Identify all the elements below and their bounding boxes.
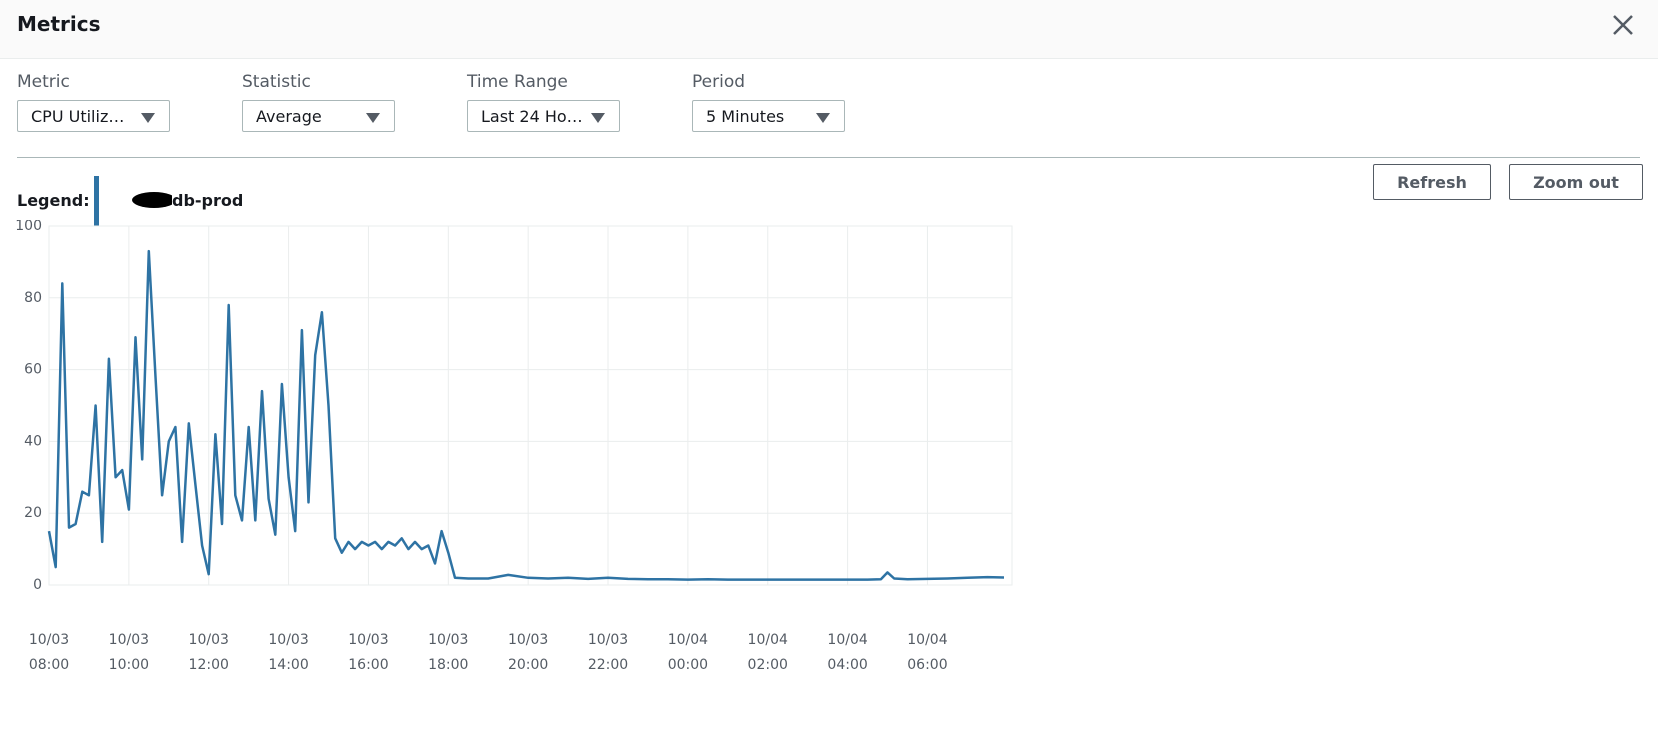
- x-tick-label: 10/03 14:00: [268, 632, 309, 673]
- dropdown-select[interactable]: CPU Utiliz…: [17, 100, 170, 132]
- dropdown-arrow: [591, 113, 605, 123]
- x-tick-label: 10/04 04:00: [827, 632, 868, 673]
- legend-color: [94, 176, 99, 226]
- x-tick-label: 10/03 10:00: [108, 632, 150, 673]
- dropdown-label: Period: [692, 72, 746, 92]
- legend-swatch: [94, 176, 172, 226]
- y-tick-label: 80: [24, 290, 42, 306]
- dropdown-label: Metric: [17, 72, 70, 92]
- dropdown-value: Last 24 Ho…: [481, 107, 583, 126]
- dropdown: Time Range Last 24 Ho…: [467, 72, 620, 132]
- y-tick-label: 20: [24, 505, 42, 521]
- header: Metrics: [0, 0, 1658, 59]
- legend-label: Legend:: [17, 191, 90, 210]
- modal-title: Metrics: [17, 12, 101, 36]
- x-tick-label: 10/03 08:00: [28, 632, 70, 673]
- separator: [17, 157, 1640, 158]
- redaction: [132, 192, 172, 208]
- dropdown-arrow: [141, 113, 155, 123]
- x-tick-label: 10/03 16:00: [348, 632, 389, 673]
- dropdown-select[interactable]: 5 Minutes: [692, 100, 845, 132]
- y-tick-label: 0: [33, 577, 42, 593]
- x-tick-label: 10/03 12:00: [188, 632, 229, 673]
- dropdown-select[interactable]: Average: [242, 100, 395, 132]
- x-tick-label: 10/03 22:00: [587, 632, 629, 673]
- dropdown: Period 5 Minutes: [692, 72, 845, 132]
- dropdown-arrow: [366, 113, 380, 123]
- dropdown-arrow: [816, 113, 830, 123]
- dropdown-value: Average: [256, 107, 322, 126]
- x-tick-label: 10/04 06:00: [907, 632, 948, 673]
- x-tick-label: 10/03 18:00: [428, 632, 469, 673]
- chart: 0 20 40 60 80 100: [15, 220, 1013, 593]
- dropdown: Metric CPU Utiliz…: [17, 72, 170, 132]
- refresh-button[interactable]: Refresh: [1373, 164, 1491, 200]
- dropdown: Statistic Average: [242, 72, 395, 132]
- dropdown-select[interactable]: Last 24 Ho…: [467, 100, 620, 132]
- series-line: [47, 249, 1005, 581]
- y-tick-label: 40: [24, 433, 42, 449]
- x-tick-label: 10/03 20:00: [507, 632, 549, 673]
- dropdown-label: Statistic: [242, 72, 311, 92]
- dropdown-label: Time Range: [467, 72, 568, 92]
- legend-entry: db-prod: [172, 191, 244, 210]
- y-tick-label: 100: [15, 220, 42, 234]
- zoom-out-button[interactable]: Zoom out: [1509, 164, 1643, 200]
- dropdown-value: CPU Utiliz…: [31, 107, 125, 126]
- dropdown-value: 5 Minutes: [706, 107, 785, 126]
- y-tick-label: 60: [24, 362, 42, 378]
- close-button[interactable]: [1610, 12, 1636, 38]
- x-tick-label: 10/04 00:00: [667, 632, 709, 673]
- x-tick-label: 10/04 02:00: [747, 632, 788, 673]
- plot-area: [48, 225, 1013, 586]
